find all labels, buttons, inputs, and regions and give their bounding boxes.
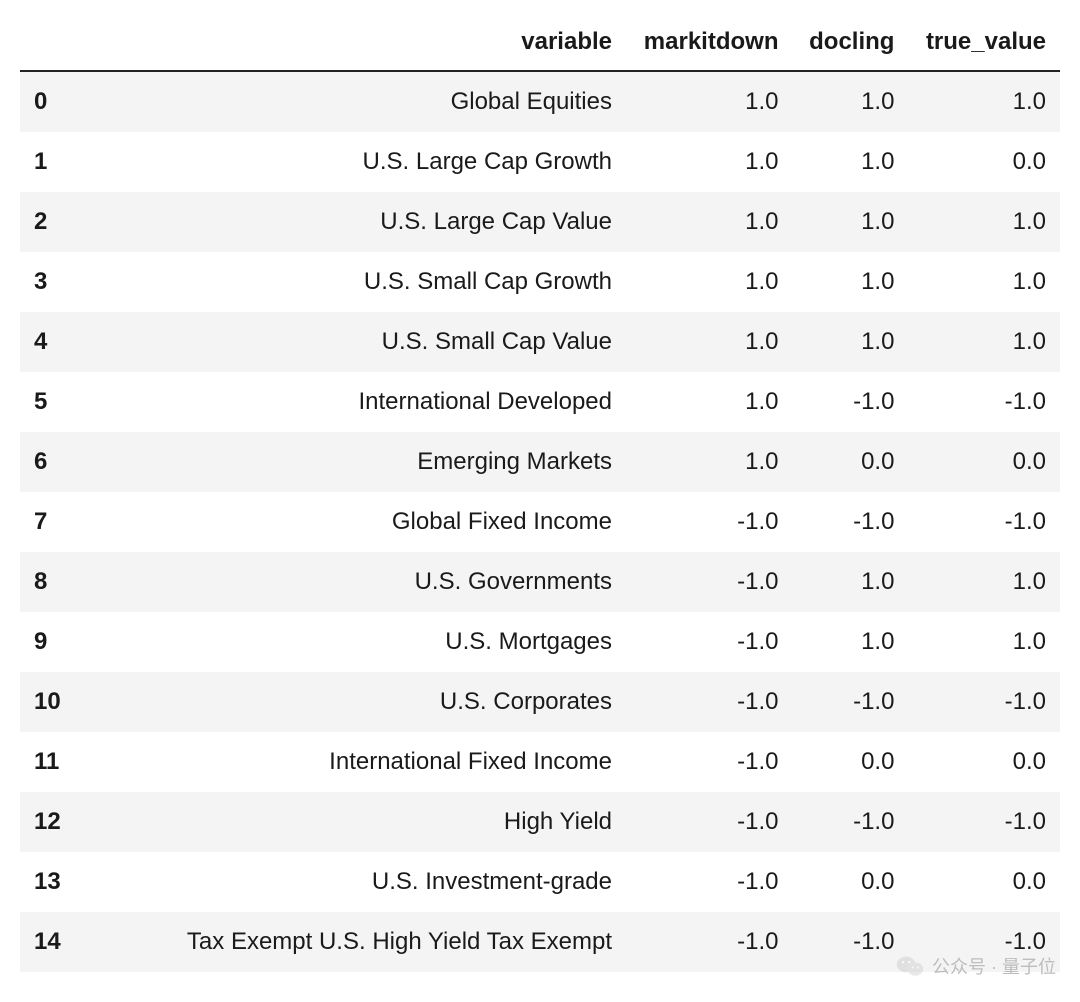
cell-true-value: 0.0 bbox=[908, 132, 1060, 192]
cell-docling: -1.0 bbox=[792, 492, 908, 552]
cell-variable: U.S. Small Cap Growth bbox=[108, 252, 626, 312]
cell-variable: U.S. Large Cap Value bbox=[108, 192, 626, 252]
cell-variable: U.S. Mortgages bbox=[108, 612, 626, 672]
cell-true-value: -1.0 bbox=[908, 792, 1060, 852]
row-index: 6 bbox=[20, 432, 108, 492]
table-row: 11 International Fixed Income -1.0 0.0 0… bbox=[20, 732, 1060, 792]
cell-markitdown: 1.0 bbox=[626, 372, 792, 432]
cell-true-value: -1.0 bbox=[908, 492, 1060, 552]
table-row: 0 Global Equities 1.0 1.0 1.0 bbox=[20, 71, 1060, 132]
cell-variable: Global Fixed Income bbox=[108, 492, 626, 552]
cell-docling: 1.0 bbox=[792, 71, 908, 132]
row-index: 14 bbox=[20, 912, 108, 972]
cell-docling: -1.0 bbox=[792, 912, 908, 972]
cell-docling: -1.0 bbox=[792, 792, 908, 852]
cell-docling: 1.0 bbox=[792, 192, 908, 252]
cell-docling: 0.0 bbox=[792, 732, 908, 792]
cell-variable: High Yield bbox=[108, 792, 626, 852]
cell-markitdown: -1.0 bbox=[626, 492, 792, 552]
row-index: 10 bbox=[20, 672, 108, 732]
cell-true-value: 0.0 bbox=[908, 852, 1060, 912]
table-row: 13 U.S. Investment-grade -1.0 0.0 0.0 bbox=[20, 852, 1060, 912]
cell-true-value: 1.0 bbox=[908, 612, 1060, 672]
cell-variable: International Developed bbox=[108, 372, 626, 432]
cell-docling: -1.0 bbox=[792, 672, 908, 732]
row-index: 5 bbox=[20, 372, 108, 432]
cell-true-value: 1.0 bbox=[908, 552, 1060, 612]
cell-true-value: 0.0 bbox=[908, 432, 1060, 492]
cell-markitdown: -1.0 bbox=[626, 912, 792, 972]
cell-variable: Emerging Markets bbox=[108, 432, 626, 492]
table-row: 6 Emerging Markets 1.0 0.0 0.0 bbox=[20, 432, 1060, 492]
table-body: 0 Global Equities 1.0 1.0 1.0 1 U.S. Lar… bbox=[20, 71, 1060, 972]
table-row: 10 U.S. Corporates -1.0 -1.0 -1.0 bbox=[20, 672, 1060, 732]
row-index: 1 bbox=[20, 132, 108, 192]
row-index: 0 bbox=[20, 71, 108, 132]
cell-docling: 0.0 bbox=[792, 852, 908, 912]
cell-variable: U.S. Corporates bbox=[108, 672, 626, 732]
row-index: 12 bbox=[20, 792, 108, 852]
cell-markitdown: -1.0 bbox=[626, 672, 792, 732]
col-header-true-value: true_value bbox=[908, 18, 1060, 71]
row-index: 8 bbox=[20, 552, 108, 612]
table-row: 8 U.S. Governments -1.0 1.0 1.0 bbox=[20, 552, 1060, 612]
table-row: 7 Global Fixed Income -1.0 -1.0 -1.0 bbox=[20, 492, 1060, 552]
cell-true-value: 1.0 bbox=[908, 312, 1060, 372]
table-row: 5 International Developed 1.0 -1.0 -1.0 bbox=[20, 372, 1060, 432]
cell-markitdown: -1.0 bbox=[626, 612, 792, 672]
cell-true-value: -1.0 bbox=[908, 372, 1060, 432]
table-row: 12 High Yield -1.0 -1.0 -1.0 bbox=[20, 792, 1060, 852]
cell-variable: U.S. Small Cap Value bbox=[108, 312, 626, 372]
cell-docling: 1.0 bbox=[792, 612, 908, 672]
cell-variable: Global Equities bbox=[108, 71, 626, 132]
row-index: 2 bbox=[20, 192, 108, 252]
table-row: 9 U.S. Mortgages -1.0 1.0 1.0 bbox=[20, 612, 1060, 672]
cell-true-value: 1.0 bbox=[908, 71, 1060, 132]
cell-variable: Tax Exempt U.S. High Yield Tax Exempt bbox=[108, 912, 626, 972]
cell-markitdown: 1.0 bbox=[626, 312, 792, 372]
cell-markitdown: 1.0 bbox=[626, 71, 792, 132]
cell-docling: 1.0 bbox=[792, 312, 908, 372]
cell-true-value: 0.0 bbox=[908, 732, 1060, 792]
cell-docling: -1.0 bbox=[792, 372, 908, 432]
col-header-index bbox=[20, 18, 108, 71]
row-index: 3 bbox=[20, 252, 108, 312]
row-index: 9 bbox=[20, 612, 108, 672]
cell-markitdown: -1.0 bbox=[626, 552, 792, 612]
row-index: 13 bbox=[20, 852, 108, 912]
col-header-variable: variable bbox=[108, 18, 626, 71]
row-index: 7 bbox=[20, 492, 108, 552]
cell-docling: 1.0 bbox=[792, 252, 908, 312]
cell-variable: U.S. Investment-grade bbox=[108, 852, 626, 912]
cell-docling: 1.0 bbox=[792, 552, 908, 612]
cell-docling: 1.0 bbox=[792, 132, 908, 192]
cell-markitdown: -1.0 bbox=[626, 792, 792, 852]
cell-variable: International Fixed Income bbox=[108, 732, 626, 792]
cell-variable: U.S. Governments bbox=[108, 552, 626, 612]
col-header-docling: docling bbox=[792, 18, 908, 71]
cell-markitdown: 1.0 bbox=[626, 432, 792, 492]
cell-true-value: -1.0 bbox=[908, 912, 1060, 972]
row-index: 11 bbox=[20, 732, 108, 792]
table-row: 4 U.S. Small Cap Value 1.0 1.0 1.0 bbox=[20, 312, 1060, 372]
table-row: 1 U.S. Large Cap Growth 1.0 1.0 0.0 bbox=[20, 132, 1060, 192]
col-header-markitdown: markitdown bbox=[626, 18, 792, 71]
cell-true-value: 1.0 bbox=[908, 192, 1060, 252]
cell-markitdown: 1.0 bbox=[626, 252, 792, 312]
table-row: 14 Tax Exempt U.S. High Yield Tax Exempt… bbox=[20, 912, 1060, 972]
cell-docling: 0.0 bbox=[792, 432, 908, 492]
cell-variable: U.S. Large Cap Growth bbox=[108, 132, 626, 192]
cell-markitdown: 1.0 bbox=[626, 132, 792, 192]
table-row: 3 U.S. Small Cap Growth 1.0 1.0 1.0 bbox=[20, 252, 1060, 312]
cell-markitdown: -1.0 bbox=[626, 852, 792, 912]
table-row: 2 U.S. Large Cap Value 1.0 1.0 1.0 bbox=[20, 192, 1060, 252]
cell-markitdown: -1.0 bbox=[626, 732, 792, 792]
cell-true-value: -1.0 bbox=[908, 672, 1060, 732]
data-table: variable markitdown docling true_value 0… bbox=[20, 18, 1060, 972]
table-container: variable markitdown docling true_value 0… bbox=[0, 0, 1080, 1002]
cell-markitdown: 1.0 bbox=[626, 192, 792, 252]
header-row: variable markitdown docling true_value bbox=[20, 18, 1060, 71]
cell-true-value: 1.0 bbox=[908, 252, 1060, 312]
row-index: 4 bbox=[20, 312, 108, 372]
